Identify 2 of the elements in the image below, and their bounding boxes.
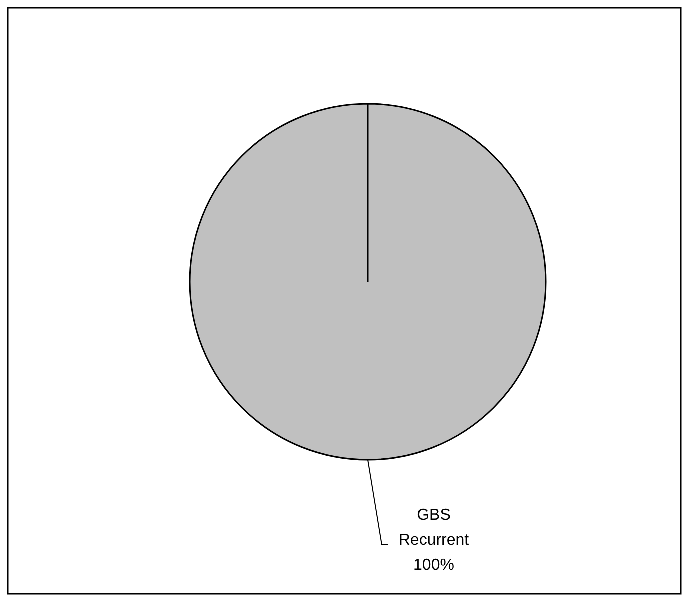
data-label: 100% <box>414 557 454 574</box>
slice-label: GBS Recurrent <box>398 507 470 549</box>
